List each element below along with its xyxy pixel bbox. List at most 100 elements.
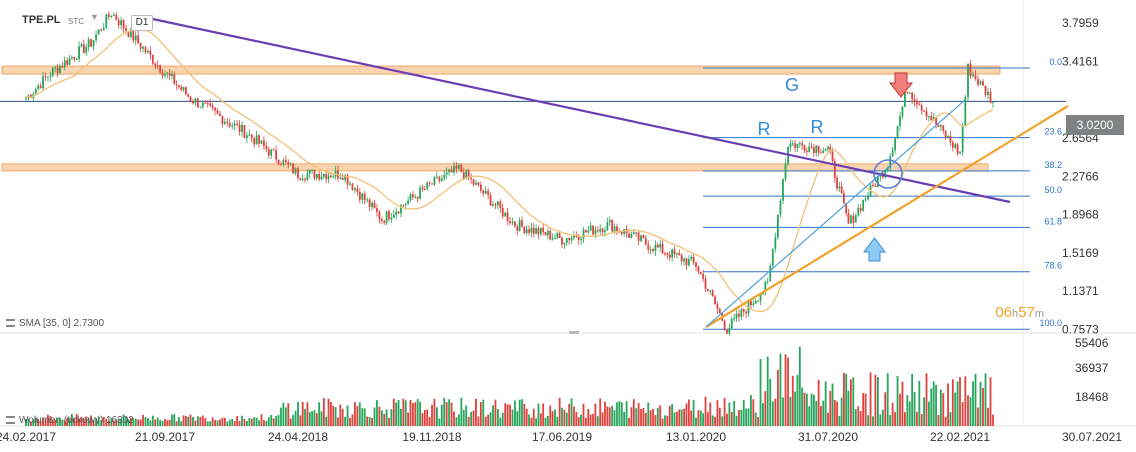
- candle-body: [341, 177, 344, 180]
- candle-body: [628, 233, 630, 238]
- candle-body: [137, 35, 140, 44]
- volume-bar: [803, 392, 806, 426]
- volume-bar: [876, 377, 879, 426]
- volume-bar: [100, 419, 103, 426]
- volume-bar: [115, 419, 118, 426]
- volume-bar: [201, 415, 204, 426]
- candle-body: [95, 34, 98, 41]
- candle-body: [716, 304, 719, 310]
- interval-button[interactable]: D1: [131, 15, 153, 31]
- menu-icon[interactable]: [6, 319, 15, 328]
- candle-body: [270, 149, 273, 156]
- volume-bar: [132, 418, 135, 426]
- volume-bar: [904, 412, 906, 426]
- candle-body: [82, 44, 85, 53]
- countdown-hours: 06: [995, 304, 1013, 321]
- volume-bar: [992, 414, 994, 426]
- candle-body: [704, 278, 707, 290]
- symbol-dropdown-icon[interactable]: ▼: [90, 12, 99, 22]
- volume-bar: [416, 399, 419, 426]
- volume-indicator-label[interactable]: Wolumen (tickowy) 16302: [6, 415, 134, 426]
- candle-body: [421, 187, 424, 189]
- volume-bar: [194, 420, 197, 426]
- candle-body: [959, 152, 961, 154]
- volume-bar: [390, 409, 393, 426]
- candle-body: [982, 81, 984, 86]
- volume-bar: [782, 397, 784, 426]
- candle-body: [803, 145, 806, 151]
- volume-bar: [127, 419, 130, 426]
- candle-body: [187, 94, 190, 97]
- candle-body: [219, 113, 221, 117]
- fib-level-label: 23.6: [1044, 127, 1062, 137]
- candle-body: [972, 74, 974, 77]
- candle-body: [455, 165, 458, 169]
- volume-bar: [987, 407, 989, 426]
- volume-bar: [475, 398, 477, 426]
- candle-body: [695, 262, 697, 267]
- candle-body: [644, 238, 647, 245]
- candle-body: [438, 176, 441, 181]
- volume-bar: [358, 402, 361, 426]
- candle-body: [390, 217, 393, 220]
- volume-bar: [872, 416, 874, 426]
- volume-bar: [395, 402, 398, 426]
- volume-bar: [322, 398, 325, 426]
- volume-bar: [544, 417, 547, 426]
- volume-bar: [385, 409, 388, 426]
- volume-bar: [920, 414, 923, 426]
- volume-bar: [409, 400, 412, 426]
- current-price-tag: 3.0200: [1066, 115, 1124, 135]
- candle-body: [223, 121, 226, 125]
- volume-bar: [554, 409, 556, 426]
- volume-bar: [368, 416, 371, 426]
- candle-body: [440, 178, 443, 181]
- volume-bar: [105, 418, 108, 426]
- candle-body: [852, 215, 855, 223]
- candle-body: [294, 168, 297, 174]
- volume-bar: [523, 403, 526, 426]
- volume-bar: [280, 407, 282, 426]
- candle-body: [255, 135, 258, 145]
- candle-body: [178, 85, 180, 87]
- candle-body: [258, 135, 260, 144]
- volume-bar: [226, 421, 229, 426]
- candle-body: [754, 301, 757, 304]
- candle-body: [489, 195, 492, 206]
- candle-body: [127, 30, 130, 37]
- volume-bar: [92, 420, 95, 426]
- candle-body: [587, 230, 590, 233]
- candle-body: [361, 193, 364, 200]
- volume-bar: [182, 415, 185, 426]
- volume-bar: [764, 391, 767, 426]
- candle-body: [707, 289, 709, 291]
- candle-body: [518, 220, 521, 231]
- volume-bar: [120, 419, 123, 426]
- candle-body: [159, 65, 162, 73]
- sma-indicator-label[interactable]: SMA [35, 0] 2.7300: [6, 318, 104, 329]
- volume-bar: [204, 418, 207, 426]
- candle-body: [599, 228, 602, 232]
- candle-body: [992, 101, 994, 103]
- candle-body: [723, 320, 726, 330]
- menu-icon[interactable]: [6, 416, 15, 425]
- candle-body: [656, 244, 659, 248]
- candle-body: [601, 228, 604, 233]
- fib-level-label: 78.6: [1044, 261, 1062, 271]
- candle-body: [967, 63, 969, 98]
- volume-bar: [272, 418, 275, 426]
- candle-body: [90, 39, 92, 47]
- volume-bar: [129, 417, 132, 426]
- candle-body: [299, 177, 302, 180]
- candle-body: [366, 199, 369, 201]
- candle-body: [831, 151, 834, 161]
- volume-bar: [171, 414, 173, 426]
- volume-bar: [499, 417, 502, 426]
- candle-body: [204, 102, 207, 104]
- candle-body: [241, 125, 243, 132]
- volume-bar: [587, 409, 590, 426]
- candle-body: [330, 175, 332, 178]
- volume-bar: [311, 411, 314, 426]
- candle-body: [838, 186, 841, 189]
